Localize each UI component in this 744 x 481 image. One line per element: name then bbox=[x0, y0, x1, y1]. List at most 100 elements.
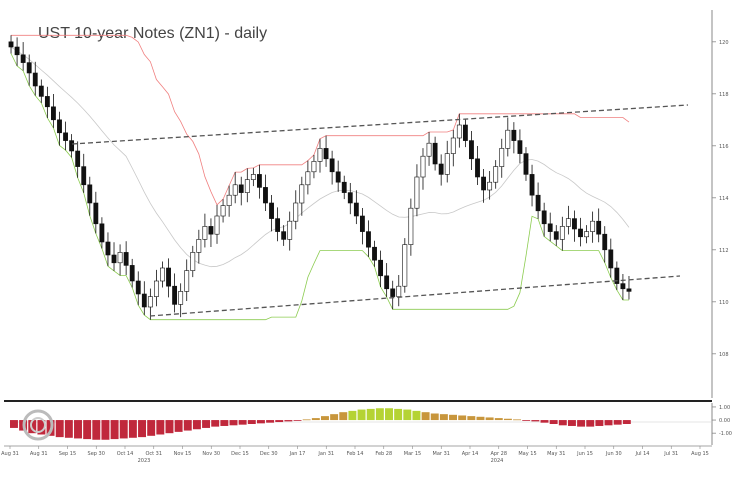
candle-body bbox=[402, 244, 408, 287]
candle-body bbox=[190, 252, 196, 271]
candle-body bbox=[57, 119, 62, 134]
indicator-bar bbox=[567, 420, 576, 426]
candle-body bbox=[578, 228, 583, 238]
candle-body bbox=[420, 155, 426, 178]
candle-body bbox=[238, 184, 244, 193]
candle-body bbox=[111, 254, 117, 264]
indicator-bar bbox=[110, 420, 119, 440]
indicator-bar bbox=[321, 416, 329, 421]
x-tick-label: Oct 14 bbox=[117, 451, 134, 457]
indicator-tick-label: 0.00 bbox=[719, 418, 730, 424]
indicator-bar bbox=[83, 420, 92, 440]
x-tick-label: Nov 15 bbox=[174, 451, 192, 457]
candle-body bbox=[608, 249, 614, 269]
candle-body bbox=[390, 288, 396, 297]
x-tick-label: Apr 28 bbox=[490, 451, 507, 457]
candle-body bbox=[263, 187, 268, 204]
channel-upper-line bbox=[71, 104, 689, 145]
candle-body bbox=[329, 158, 335, 173]
indicator-bar bbox=[37, 420, 46, 435]
indicator-bar bbox=[138, 420, 147, 438]
candle-body bbox=[541, 210, 547, 225]
candle-body bbox=[462, 124, 468, 141]
candle-body bbox=[384, 275, 390, 290]
y-tick-label: 114 bbox=[719, 196, 729, 202]
indicator-bar bbox=[192, 420, 201, 430]
candle-body bbox=[311, 161, 317, 173]
indicator-bar bbox=[174, 420, 183, 432]
y-tick-label: 108 bbox=[719, 352, 729, 358]
candle-body bbox=[44, 96, 50, 108]
indicator-bar bbox=[357, 409, 366, 421]
candle-body bbox=[147, 296, 153, 308]
candle-body bbox=[51, 106, 56, 121]
y-axis-ticks: 120 118 116 114 112 110 108 bbox=[712, 40, 729, 358]
candle-body bbox=[184, 270, 190, 292]
indicator-bar bbox=[467, 416, 476, 421]
candle-body bbox=[299, 184, 305, 204]
candle-body bbox=[499, 148, 505, 167]
candle-body bbox=[450, 137, 456, 154]
x-tick-label: Aug 15 bbox=[691, 451, 709, 457]
candle-body bbox=[596, 220, 602, 235]
indicator-bar bbox=[494, 418, 503, 421]
candle-body bbox=[456, 124, 462, 139]
x-tick-label: Aug 31 bbox=[1, 451, 19, 457]
x-tick-label: May 31 bbox=[547, 451, 565, 457]
candle-body bbox=[335, 171, 341, 183]
candle-body bbox=[529, 174, 535, 196]
indicator-bar bbox=[531, 420, 540, 422]
indicator-bar bbox=[202, 420, 211, 428]
candle-body bbox=[220, 205, 226, 217]
channel-lines bbox=[71, 104, 689, 317]
indicator-bar bbox=[503, 418, 512, 421]
candle-body bbox=[93, 202, 99, 225]
indicator-bar bbox=[128, 420, 137, 438]
candle-body bbox=[14, 46, 20, 56]
indicator-bar bbox=[476, 416, 485, 421]
x-tick-label: Jun 30 bbox=[605, 451, 622, 457]
candle-body bbox=[99, 223, 105, 243]
candle-body bbox=[505, 129, 511, 149]
candle-body bbox=[366, 231, 371, 248]
candle-body bbox=[20, 54, 26, 63]
candle-body bbox=[372, 246, 377, 261]
candles bbox=[8, 35, 632, 320]
indicator-bar bbox=[302, 419, 311, 421]
candle-body bbox=[141, 293, 147, 308]
candle-body bbox=[341, 181, 347, 193]
indicator-bar bbox=[522, 420, 531, 421]
candle-body bbox=[196, 239, 202, 253]
indicator-bar bbox=[549, 420, 558, 424]
y-tick-label: 118 bbox=[719, 92, 729, 98]
candle-body bbox=[359, 215, 365, 232]
candle-body bbox=[8, 41, 14, 48]
year-label: 2024 bbox=[491, 458, 504, 464]
x-tick-label: Feb 28 bbox=[375, 451, 392, 457]
indicator-bar bbox=[403, 409, 412, 421]
indicator-tick-label: -1.00 bbox=[719, 431, 732, 437]
candle-body bbox=[590, 220, 596, 232]
candle-body bbox=[347, 192, 353, 204]
candle-body bbox=[160, 267, 165, 282]
indicator-bar bbox=[165, 420, 174, 434]
indicator-bar bbox=[513, 419, 522, 421]
candle-body bbox=[323, 148, 329, 160]
indicator-bar bbox=[229, 420, 238, 426]
indicator-bars bbox=[10, 408, 631, 440]
candle-body bbox=[87, 184, 93, 204]
indicator-bar bbox=[119, 420, 128, 439]
indicator-bar bbox=[311, 418, 320, 421]
candle-body bbox=[487, 181, 493, 191]
candle-body bbox=[523, 153, 529, 175]
indicator-bar bbox=[540, 420, 549, 423]
candle-body bbox=[553, 231, 559, 240]
candle-body bbox=[396, 285, 402, 297]
x-tick-label: Nov 30 bbox=[202, 451, 220, 457]
candle-body bbox=[172, 285, 178, 305]
candle-body bbox=[281, 231, 287, 240]
candle-body bbox=[535, 194, 541, 212]
indicator-bar bbox=[74, 420, 82, 439]
